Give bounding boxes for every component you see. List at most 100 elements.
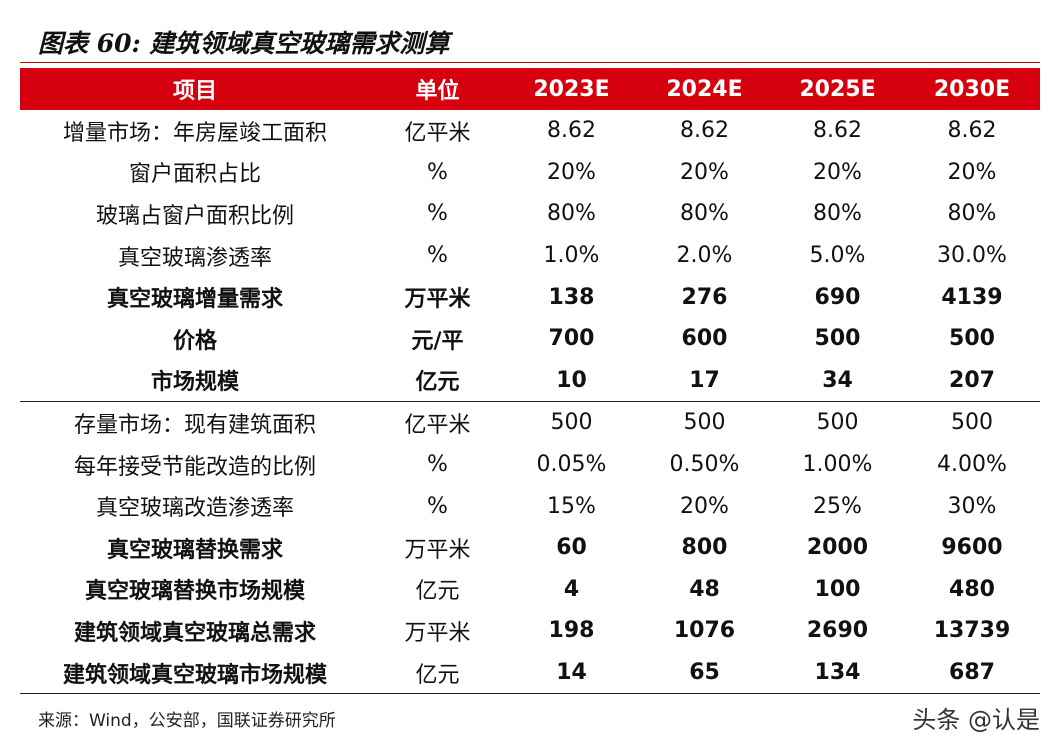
value-cell: 687 (904, 651, 1040, 695)
value-cell: 276 (681, 284, 728, 310)
source: 来源：Wind，公安部，国联证券研究所 (38, 711, 336, 731)
value-cell: 138 (548, 284, 595, 310)
table-row: 每年接受节能改造的比例% 0.05% 0.50% 1.00% 4.00% (20, 444, 1040, 486)
value-cell: 207 (949, 367, 995, 393)
value-cell: 80% (547, 201, 596, 227)
value-cell: 65 (638, 651, 771, 695)
value-cell: 8.62 (547, 118, 596, 144)
unit-cell: 万平米 (404, 620, 471, 646)
value-cell: 4.00% (937, 452, 1007, 478)
unit-cell: % (427, 159, 448, 185)
value-cell: 20% (813, 159, 862, 185)
value-cell: 8.62 (813, 118, 862, 144)
value-cell: 60 (556, 535, 587, 561)
table-row: 真空玻璃渗透率% 1.0% 2.0% 5.0% 30.0% (20, 235, 1040, 277)
value-cell: 4 (563, 576, 580, 602)
table: 项目 单位 2023E 2024E 2025E 2030E 增量市场：年房屋竣工面积亿平米… (20, 68, 1040, 695)
unit-cell: 元/平 (411, 328, 464, 354)
value-cell: 30% (947, 493, 997, 519)
table-row: 建筑领域真空玻璃总需求 万平米 198 1076 2690 13739 (20, 610, 1040, 652)
value-cell: 30.0% (937, 243, 1007, 269)
row-label: 建筑领域真空玻璃总需求 (73, 620, 316, 646)
title: 图表 60: 建筑领域真空玻璃需求测算 (38, 29, 450, 58)
value-cell: 500 (904, 401, 1040, 444)
column-header: 项目 (20, 68, 370, 110)
table-row: 真空玻璃改造渗透率% 15% 20% 25% 30% (20, 485, 1040, 527)
unit-cell: % (427, 493, 448, 519)
row-label: 真空玻璃替换市场规模 (84, 579, 305, 605)
table-row: 窗户面积占比% 20% 20% 20% 20% (20, 152, 1040, 194)
value-cell: 20% (680, 159, 729, 185)
value-cell: 500 (814, 326, 861, 352)
row-label: 每年接受节能改造的比例 (73, 454, 316, 480)
unit-cell: 亿元 (370, 651, 505, 695)
value-cell: 2690 (806, 618, 869, 644)
unit-cell: 亿元 (415, 370, 460, 396)
value-cell: 34 (822, 367, 853, 393)
value-cell: 4139 (941, 284, 1003, 310)
value-cell: 500 (505, 401, 638, 444)
column-header: 单位 (370, 68, 505, 110)
value-cell: 2.0% (676, 243, 733, 269)
row-label: 玻璃占窗户面积比例 (95, 203, 294, 229)
value-cell: 134 (771, 651, 904, 695)
value-cell: 2000 (806, 535, 869, 561)
row-label: 增量市场：年房屋竣工面积 (62, 120, 327, 146)
value-cell: 17 (689, 367, 720, 393)
value-cell: 20% (680, 493, 729, 519)
value-cell: 800 (681, 535, 728, 561)
value-cell: 80% (947, 201, 997, 227)
value-cell: 700 (548, 326, 595, 352)
table-row: 玻璃占窗户面积比例% 80% 80% 80% 80% (20, 193, 1040, 235)
value-cell: 690 (814, 284, 861, 310)
unit-cell: % (427, 243, 448, 269)
unit-cell: % (427, 201, 448, 227)
unit-cell: 亿元 (415, 579, 460, 605)
row-label: 真空玻璃渗透率 (117, 245, 272, 271)
row-label: 建筑领域真空玻璃市场规模 (20, 651, 370, 695)
table-row: 市场规模 亿元 10 17 34 207 (20, 360, 1040, 402)
table-row: 真空玻璃替换市场规模 亿元 4 48 100 480 (20, 569, 1040, 611)
value-cell: 13739 (933, 618, 1011, 644)
column-header: 2025E (771, 68, 904, 110)
table-row: 存量市场：现有建筑面积 亿平米 500 500 500 500 (20, 401, 1040, 444)
value-cell: 80% (813, 201, 862, 227)
unit-cell: % (427, 452, 448, 478)
value-cell: 8.62 (947, 118, 997, 144)
table-row: 建筑领域真空玻璃市场规模 亿元 14 65 134 687 (20, 651, 1040, 695)
value-cell: 80% (680, 201, 729, 227)
unit-cell: 亿平米 (370, 401, 505, 444)
table-row: 真空玻璃替换需求 万平米 60 800 2000 9600 (20, 527, 1040, 569)
value-cell: 480 (949, 576, 995, 602)
value-cell: 500 (638, 401, 771, 444)
value-cell: 10 (556, 367, 587, 393)
table-row: 增量市场：年房屋竣工面积 亿平米 8.62 8.62 8.62 8.62 (20, 110, 1040, 152)
row-label: 窗户面积占比 (128, 162, 261, 188)
value-cell: 1076 (673, 618, 736, 644)
value-cell: 5.0% (809, 243, 866, 269)
value-cell: 0.50% (669, 452, 740, 478)
value-cell: 9600 (941, 535, 1003, 561)
value-cell: 500 (949, 326, 995, 352)
table-row: 真空玻璃增量需求 万平米 138 276 690 4139 (20, 276, 1040, 318)
value-cell: 1.0% (543, 243, 600, 269)
watermark: 头条 @认是 (912, 706, 1040, 734)
value-cell: 20% (947, 159, 997, 185)
row-label: 市场规模 (150, 370, 239, 396)
header-row: 项目 单位 2023E 2024E 2025E 2030E (20, 68, 1040, 110)
value-cell: 48 (689, 576, 720, 602)
table-body: 增量市场：年房屋竣工面积亿平米 8.62 8.62 8.62 8.62 窗户面积占比% 20… (20, 110, 1040, 695)
column-header: 2030E (904, 68, 1040, 110)
value-cell: 20% (547, 159, 596, 185)
unit-cell: 万平米 (404, 287, 471, 313)
row-label: 真空玻璃替换需求 (106, 537, 283, 563)
value-cell: 25% (813, 493, 862, 519)
title-rule (20, 62, 1040, 63)
row-label: 价格 (172, 328, 217, 354)
value-cell: 8.62 (680, 118, 729, 144)
value-cell: 198 (548, 618, 595, 644)
row-label: 真空玻璃增量需求 (106, 287, 283, 313)
row-label: 存量市场：现有建筑面积 (20, 401, 370, 444)
value-cell: 100 (814, 576, 861, 602)
